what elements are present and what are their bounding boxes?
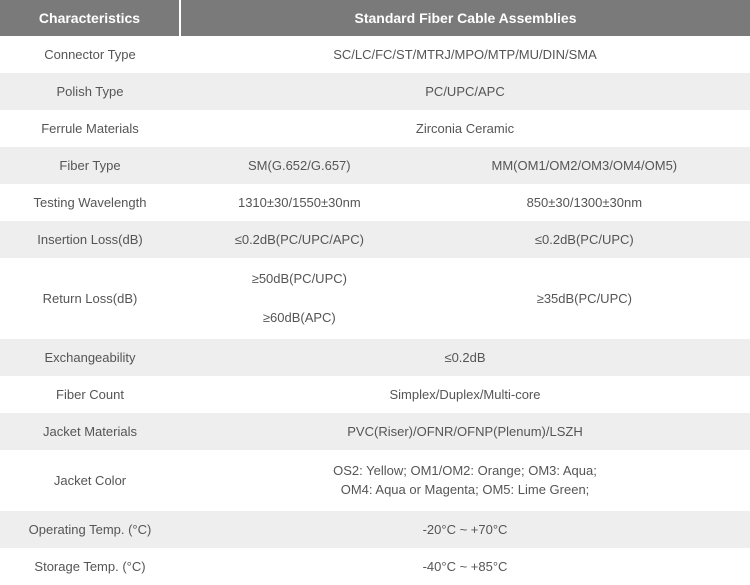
row-value: PVC(Riser)/OFNR/OFNP(Plenum)/LSZH <box>180 413 750 450</box>
row-value-line: ≥60dB(APC) <box>263 310 336 325</box>
row-label: Connector Type <box>0 36 180 73</box>
table-row: Ferrule MaterialsZirconia Ceramic <box>0 110 750 147</box>
row-label: Fiber Type <box>0 147 180 184</box>
row-value: SC/LC/FC/ST/MTRJ/MPO/MTP/MU/DIN/SMA <box>180 36 750 73</box>
row-value-right: ≤0.2dB(PC/UPC) <box>419 221 750 258</box>
table-row: Fiber CountSimplex/Duplex/Multi-core <box>0 376 750 413</box>
row-value: OS2: Yellow; OM1/OM2: Orange; OM3: Aqua;… <box>180 450 750 511</box>
row-value: -40°C ~ +85°C <box>180 548 750 585</box>
row-value-left: 1310±30/1550±30nm <box>180 184 419 221</box>
table-row: Jacket MaterialsPVC(Riser)/OFNR/OFNP(Ple… <box>0 413 750 450</box>
row-label: Operating Temp. (°C) <box>0 511 180 548</box>
table-row: Exchangeability≤0.2dB <box>0 339 750 376</box>
row-label: Polish Type <box>0 73 180 110</box>
row-value-line: OS2: Yellow; OM1/OM2: Orange; OM3: Aqua; <box>333 463 597 478</box>
spec-body: Connector TypeSC/LC/FC/ST/MTRJ/MPO/MTP/M… <box>0 36 750 585</box>
row-value: PC/UPC/APC <box>180 73 750 110</box>
row-label: Return Loss(dB) <box>0 258 180 339</box>
row-value: Simplex/Duplex/Multi-core <box>180 376 750 413</box>
table-row: Testing Wavelength1310±30/1550±30nm850±3… <box>0 184 750 221</box>
header-assemblies: Standard Fiber Cable Assemblies <box>180 0 750 36</box>
row-label: Ferrule Materials <box>0 110 180 147</box>
row-value: ≤0.2dB <box>180 339 750 376</box>
table-row: Storage Temp. (°C)-40°C ~ +85°C <box>0 548 750 585</box>
row-value-right: ≥35dB(PC/UPC) <box>419 258 750 339</box>
row-value-right: MM(OM1/OM2/OM3/OM4/OM5) <box>419 147 750 184</box>
row-value-line: OM4: Aqua or Magenta; OM5: Lime Green; <box>341 482 590 497</box>
header-characteristics: Characteristics <box>0 0 180 36</box>
spec-table: Characteristics Standard Fiber Cable Ass… <box>0 0 750 585</box>
row-label: Fiber Count <box>0 376 180 413</box>
table-row: Insertion Loss(dB)≤0.2dB(PC/UPC/APC)≤0.2… <box>0 221 750 258</box>
table-row: Jacket ColorOS2: Yellow; OM1/OM2: Orange… <box>0 450 750 511</box>
row-value-line: ≥50dB(PC/UPC) <box>252 271 347 286</box>
header-row: Characteristics Standard Fiber Cable Ass… <box>0 0 750 36</box>
table-row: Connector TypeSC/LC/FC/ST/MTRJ/MPO/MTP/M… <box>0 36 750 73</box>
row-label: Testing Wavelength <box>0 184 180 221</box>
row-label: Exchangeability <box>0 339 180 376</box>
table-row: Return Loss(dB) ≥50dB(PC/UPC) ≥60dB(APC) ≥3… <box>0 258 750 339</box>
row-value: -20°C ~ +70°C <box>180 511 750 548</box>
row-value-left: ≥50dB(PC/UPC) ≥60dB(APC) <box>180 258 419 339</box>
row-value-right: 850±30/1300±30nm <box>419 184 750 221</box>
row-value-left: ≤0.2dB(PC/UPC/APC) <box>180 221 419 258</box>
table-row: Operating Temp. (°C)-20°C ~ +70°C <box>0 511 750 548</box>
row-label: Jacket Materials <box>0 413 180 450</box>
row-label: Storage Temp. (°C) <box>0 548 180 585</box>
row-value-left: SM(G.652/G.657) <box>180 147 419 184</box>
table-row: Polish TypePC/UPC/APC <box>0 73 750 110</box>
row-label: Jacket Color <box>0 450 180 511</box>
row-value: Zirconia Ceramic <box>180 110 750 147</box>
row-label: Insertion Loss(dB) <box>0 221 180 258</box>
table-row: Fiber TypeSM(G.652/G.657)MM(OM1/OM2/OM3/… <box>0 147 750 184</box>
